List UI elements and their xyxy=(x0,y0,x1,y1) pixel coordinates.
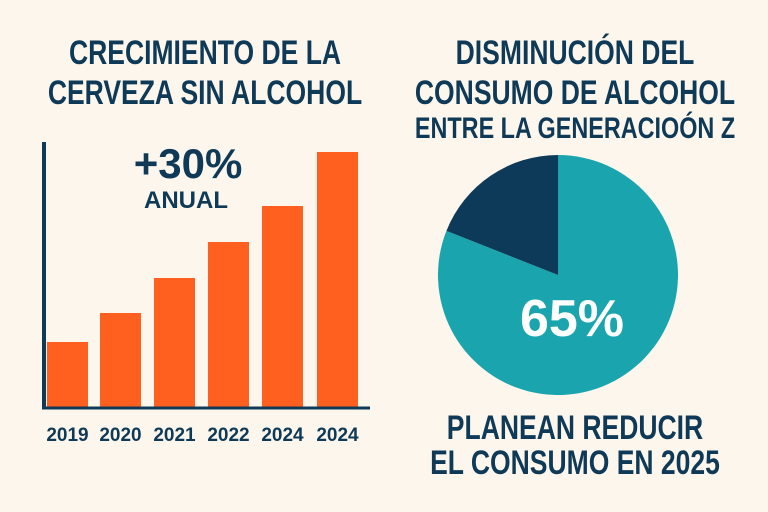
bar-2020 xyxy=(100,313,141,407)
growth-value: +30% xyxy=(134,140,243,187)
x-tick-label: 2024 xyxy=(316,425,359,446)
right-title-line-1: DISMINUCIÓN DEL xyxy=(455,34,695,72)
pie-chart xyxy=(437,155,679,395)
growth-label: ANUAL xyxy=(144,187,228,214)
x-tick-label: 2024 xyxy=(261,425,304,446)
bar-chart xyxy=(47,152,358,407)
x-tick-label: 2019 xyxy=(46,425,88,446)
bar-2019 xyxy=(47,342,88,407)
left-title-line-1: CRECIMIENTO DE LA xyxy=(68,34,342,72)
x-tick-label: 2020 xyxy=(99,425,141,446)
caption-line-1: PLANEAN REDUCIR xyxy=(446,409,704,447)
bar-2021 xyxy=(154,278,195,407)
pie-slice-other xyxy=(446,155,558,275)
right-title-line-3: ENTRE LA GENERACIOÓN Z xyxy=(414,112,736,145)
right-title-line-2: CONSUMO DE ALCOHOL xyxy=(414,74,736,112)
bar-2024 xyxy=(262,206,303,407)
left-title-line-2: CERVEZA SIN ALCOHOL xyxy=(47,74,363,112)
x-tick-label: 2021 xyxy=(153,425,196,446)
bar-2022 xyxy=(208,242,249,407)
pie-percent-label: 65% xyxy=(520,290,624,348)
caption-line-2: EL CONSUMO EN 2025 xyxy=(430,444,720,482)
bar-2024 xyxy=(317,152,358,407)
x-tick-label: 2022 xyxy=(207,425,249,446)
